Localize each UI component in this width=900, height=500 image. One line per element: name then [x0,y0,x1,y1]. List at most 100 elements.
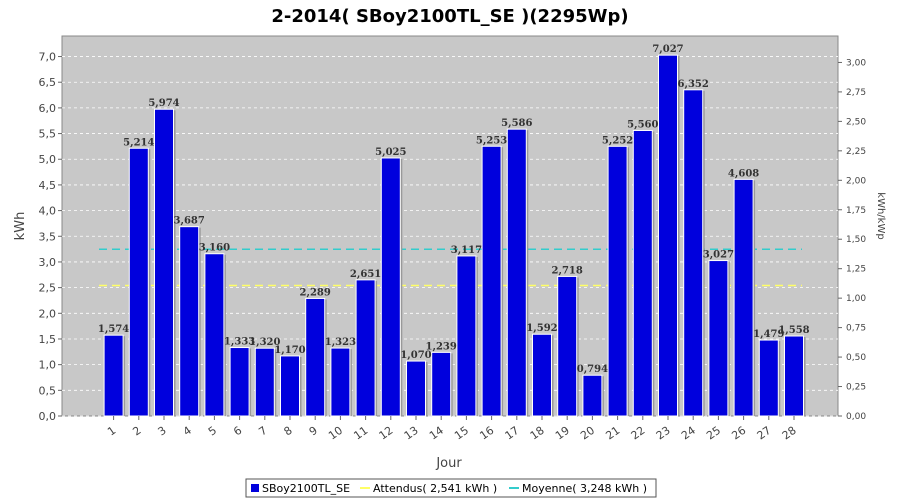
bar-value-label: 0,794 [577,364,608,375]
y-right-tick-label: 0,50 [846,353,866,363]
bar [280,355,300,417]
bar [557,275,578,417]
bar [330,347,351,417]
bar-value-label: 1,323 [325,337,356,348]
y-tick-label: 6,0 [39,102,57,115]
bar-value-label: 6,352 [678,79,709,90]
y-right-tick-label: 2,00 [846,176,866,186]
bar [204,253,225,417]
bar-value-label: 4,608 [728,168,759,179]
bar [632,129,653,417]
bar-value-label: 1,479 [753,329,784,340]
x-tick-label: 12 [377,424,396,443]
legend-swatch-series [251,484,259,492]
y-right-tick-label: 1,50 [846,235,866,245]
bar-value-label: 1,239 [426,341,457,352]
y-tick-label: 2,0 [39,307,57,320]
bars [103,54,806,417]
y-tick-label: 5,0 [39,153,57,166]
bar [784,335,804,417]
y-tick-label: 7,0 [39,51,57,64]
legend-label-series: SBoy2100TL_SE [262,482,350,495]
x-tick-label: 9 [307,424,320,439]
x-tick-label: 21 [603,424,622,443]
bar-value-label: 2,718 [552,265,583,276]
bar-value-label: 3,687 [174,216,205,227]
x-tick-label: 8 [282,424,295,439]
y-right-tick-label: 0,75 [846,324,866,334]
bar [305,297,326,417]
y-right-tick-label: 1,75 [846,206,866,216]
y-right-tick-label: 2,50 [846,117,866,127]
bar-value-label: 1,333 [224,337,255,348]
y-tick-label: 2,5 [39,282,57,295]
bar-value-label: 5,025 [375,147,406,158]
y-right-tick-label: 2,75 [846,88,866,98]
y-tick-label: 0,5 [39,384,57,397]
bar-value-label: 5,253 [476,135,507,146]
x-tick-label: 27 [755,424,774,443]
x-tick-label: 28 [780,424,799,443]
x-tick-label: 25 [704,424,723,443]
bar-value-label: 3,027 [703,250,734,261]
legend-label-attendus: Attendus( 2,541 kWh ) [373,482,497,495]
x-tick-label: 14 [427,424,446,443]
y-right-tick-label: 1,25 [846,265,866,275]
bar [254,347,275,417]
y-tick-label: 5,5 [39,128,57,141]
y-tick-label: 6,5 [39,76,57,89]
y-axis-left: 0,0 0,5 1,0 1,5 2,0 2,5 3,0 3,5 4,0 4,5 5,0 5,5 6,0 6… [39,51,62,423]
x-tick-label: 17 [503,424,522,443]
x-tick-label: 23 [654,424,673,443]
y-right-tick-label: 3,00 [846,58,866,68]
bar-value-label: 1,592 [526,323,557,334]
bar [758,339,779,417]
x-tick-label: 19 [553,424,572,443]
y-axis-right: 0,00 0,25 0,50 0,75 1,00 1,25 1,50 1,75 2,00 2,25… [838,58,866,422]
y-tick-label: 1,5 [39,333,57,346]
bar [733,178,754,417]
bar [532,333,552,417]
x-tick-label: 16 [477,424,496,443]
x-tick-label: 18 [528,424,547,443]
bar [380,157,401,417]
bar-value-label: 1,170 [274,345,305,356]
x-tick-label: 3 [156,424,169,439]
y-tick-label: 4,5 [39,179,57,192]
bar-value-label: 5,974 [148,98,179,109]
x-tick-label: 6 [231,424,244,439]
bar [658,54,678,417]
bar-value-label: 1,070 [400,350,431,361]
x-tick-label: 11 [351,424,370,443]
bar [128,147,149,417]
bar [456,255,477,417]
y-tick-label: 3,5 [39,230,57,243]
y-tick-label: 3,0 [39,256,57,269]
legend: SBoy2100TL_SE Attendus( 2,541 kWh ) Moye… [245,478,657,498]
x-tick-label: 15 [452,424,471,443]
bar-value-label: 1,320 [249,337,280,348]
bar [683,89,704,417]
bar-value-label: 5,214 [123,137,154,148]
x-tick-label: 26 [729,424,748,443]
x-tick-label: 7 [256,424,269,439]
bar [582,374,603,417]
y-right-tick-label: 1,00 [846,294,866,304]
bar-value-label: 7,027 [652,44,683,55]
chart-title: 2-2014( SBoy2100TL_SE )(2295Wp) [271,6,628,27]
x-tick-label: 1 [105,424,118,439]
bar [103,334,124,417]
x-axis: 1 2 3 4 5 6 7 8 9 10 11 12 13 14 15 16 17 18 19 20 21 22 23 24 2… [105,416,799,442]
x-tick-label: 4 [181,424,194,439]
bar [154,108,174,417]
y-right-tick-label: 0,00 [846,412,866,422]
x-tick-label: 22 [629,424,648,443]
x-tick-label: 2 [130,424,143,439]
bar [607,145,628,417]
x-tick-label: 20 [578,424,597,443]
y-right-tick-label: 2,25 [846,147,866,157]
bar [431,351,452,417]
bar-value-label: 1,558 [778,325,809,336]
bar [406,360,426,417]
